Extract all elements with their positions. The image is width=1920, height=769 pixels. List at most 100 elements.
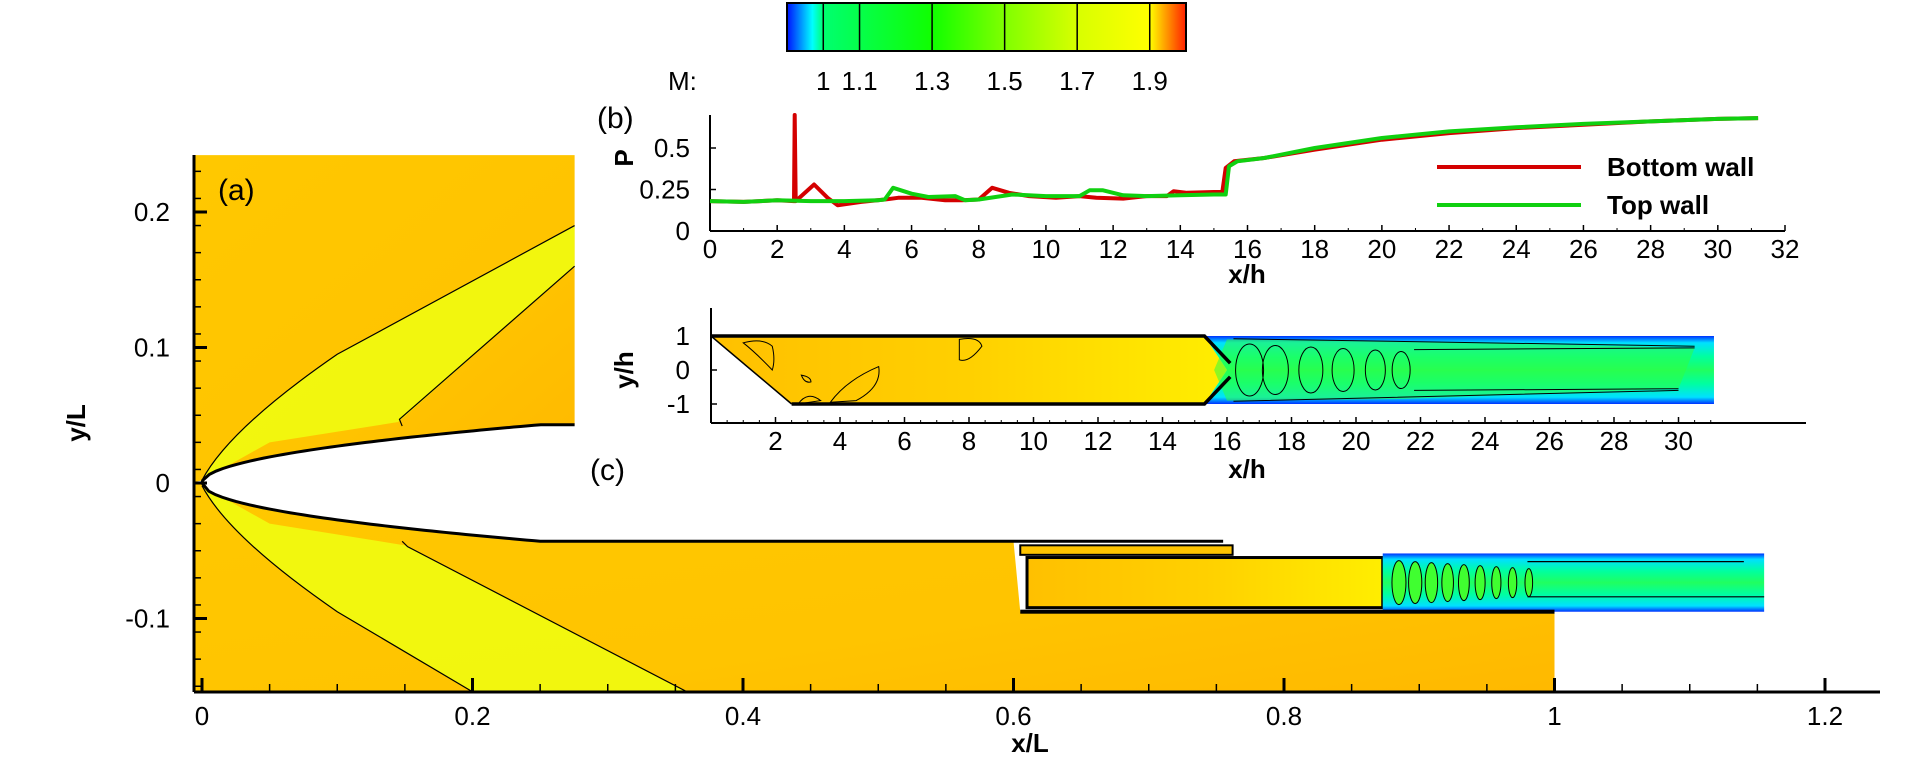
jet-shock-cell [1331,348,1355,392]
jet-contour-line [1414,347,1695,391]
x-tick-label: 16 [1213,426,1242,456]
x-tick-label: 18 [1300,234,1329,264]
colorbar-tick-label: 1.5 [987,66,1023,96]
lower-secondary-contour [401,540,687,691]
lower-shock-band [202,485,686,691]
jet-shock-cell [1441,563,1454,603]
mach-contour [829,365,880,403]
jet-shock-cell [1298,346,1324,394]
x-tick-label: 4 [837,234,851,264]
isolator-contours [712,335,983,405]
jet-core-region [1214,339,1695,401]
colorbar-bar [786,2,1187,52]
x-tick-label: 6 [897,426,911,456]
forebody-surface [200,423,1224,543]
colorbar-ticks [822,3,1151,51]
y-tick-label: 0.2 [134,197,170,227]
y-tick-label: 0 [156,468,170,498]
panel-c: 2 4 6 8 10 12 14 16 18 20 22 24 26 28 30 10-1 x/h y/h … [590,300,1820,490]
cowl-lip [1019,544,1234,556]
panel-a-x-label: x/L [1011,728,1049,758]
x-tick-label: 22 [1435,234,1464,264]
x-tick-label: 14 [1148,426,1177,456]
jet-shock-cell [1474,565,1486,601]
panel-c-label: (c) [590,454,625,487]
panel-b-x-label: x/h [1228,259,1266,289]
x-tick-label: 0.2 [454,701,490,731]
x-tick-label: 12 [1084,426,1113,456]
x-tick-label: 32 [1771,234,1800,264]
y-tick-label: 0 [676,216,690,246]
panel-b-y-ticks: 0 0.25 0.5 [639,133,716,246]
series-line-top-wall [709,116,1759,204]
x-tick-label: 20 [1367,234,1396,264]
ramp-shock [712,335,793,405]
y-tick-label: 0.5 [654,133,690,163]
panel-a-label: (a) [218,174,255,207]
upper-shock-band [202,225,575,481]
jet-shock-cell [1424,562,1439,604]
legend-label-top-wall: Top wall [1607,190,1709,220]
x-tick-label: 24 [1471,426,1500,456]
panel-c-y-ticks: 1 0 -1 [667,321,717,419]
jet-shock-cell [1507,567,1518,599]
x-tick-label: 4 [833,426,847,456]
panel-c-x-ticks: 2 4 6 8 10 12 14 16 18 20 22 24 26 28 30 [726,417,1712,456]
y-tick-label: 0.1 [134,333,170,363]
isolator-channel [1025,556,1385,610]
jet-shock-cell [1261,345,1289,395]
x-tick-label: 0.8 [1266,701,1302,731]
jet-shock-cell [1457,564,1470,602]
y-tick-label: 0.25 [639,175,690,205]
upper-secondary-contour [398,265,576,427]
jet-boundary-line [1233,338,1695,402]
jet-shock-cell [1391,560,1407,606]
mach-contour [742,340,775,371]
x-tick-label: 30 [1703,234,1732,264]
x-tick-label: 28 [1600,426,1629,456]
x-tick-label: 10 [1019,426,1048,456]
x-tick-label: 26 [1569,234,1598,264]
panel-c-x-label: x/h [1228,454,1266,484]
x-tick-label: 10 [1031,234,1060,264]
x-tick-label: 6 [904,234,918,264]
y-tick-label: -0.1 [125,604,170,634]
x-tick-label: 22 [1406,426,1435,456]
colorbar-tick-label: 1.3 [914,66,950,96]
x-tick-label: 28 [1636,234,1665,264]
x-tick-label: 30 [1664,426,1693,456]
colorbar-tick-label: 1 [816,66,830,96]
x-tick-label: 12 [1099,234,1128,264]
colorbar-tick-label: 1.1 [841,66,877,96]
x-tick-label: 18 [1277,426,1306,456]
x-tick-label: 20 [1342,426,1371,456]
panel-c-y-label: y/h [609,351,639,389]
legend: Bottom wall Top wall [1437,152,1754,220]
colorbar-tick-label: 1.7 [1059,66,1095,96]
x-tick-label: 0.6 [995,701,1031,731]
colorbar-tick-label: 1.9 [1132,66,1168,96]
panel-a-y-label: y/L [61,404,91,442]
colorbar-variable-label: M: [668,66,697,96]
mach-contour [796,395,822,405]
y-tick-label: -1 [667,389,690,419]
panel-b-x-ticks: 0 2 4 6 8 10 12 14 16 18 20 22 24 26 28 30 32 [703,225,1800,264]
jet-shock-cell [1235,343,1265,397]
x-tick-label: 1 [1547,701,1561,731]
mach-contour [800,374,812,383]
y-tick-label: 1 [676,321,690,351]
jet-plume [1382,553,1765,612]
x-tick-label: 0 [195,701,209,731]
jet-shock-cells [1391,560,1765,606]
jet-shock-cell [1491,566,1502,600]
panel-a-y-ticks: 0.2 0.1 0 -0.1 [125,170,207,687]
upper-bow-shock-contour [201,225,575,481]
x-tick-label: 0.4 [725,701,761,731]
panel-a-x-ticks: 0 0.2 0.4 0.6 0.8 1 1.2 [195,678,1843,731]
x-tick-label: 14 [1166,234,1195,264]
mach-contour [958,338,983,361]
lower-bow-shock-contour [201,485,473,691]
jet-shock-cell [1364,349,1386,391]
jet-shock-cell [1408,561,1423,605]
